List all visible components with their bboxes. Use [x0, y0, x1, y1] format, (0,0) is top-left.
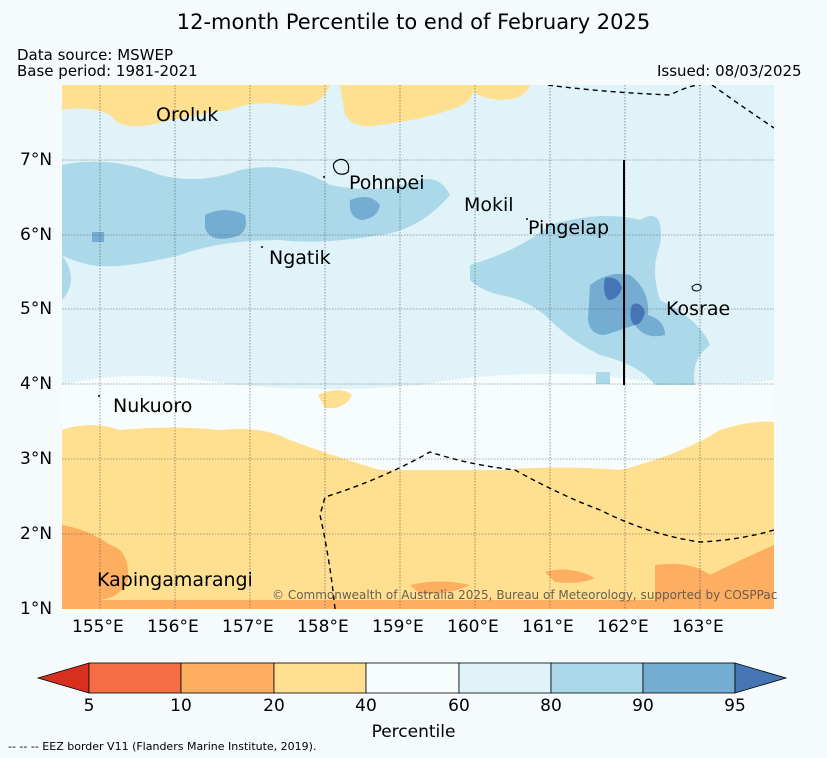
label-mokil: Mokil [464, 194, 514, 216]
base-period: Base period: 1981-2021 [17, 62, 198, 80]
colorbar-tick: 80 [540, 696, 562, 716]
label-kapingamarangi: Kapingamarangi [97, 569, 253, 591]
lat-tick: 2°N [20, 524, 53, 544]
lat-tick: 5°N [20, 299, 53, 319]
colorbar-tick: 5 [83, 696, 95, 716]
colorbar-5-10 [88, 662, 182, 694]
label-pingelap: Pingelap [528, 217, 610, 239]
eez-footnote: -- -- -- EEZ border V11 (Flanders Marine… [8, 740, 317, 753]
colorbar-80-90 [550, 662, 644, 694]
colorbar-10-20 [180, 662, 275, 694]
colorbar-tick: 60 [448, 696, 470, 716]
colorbar-gt95 [734, 662, 788, 694]
colorbar-tick: 40 [355, 696, 377, 716]
lon-tick: 161°E [522, 617, 574, 637]
lon-tick: 158°E [297, 617, 349, 637]
colorbar-tick: 95 [724, 696, 746, 716]
label-nukuoro: Nukuoro [113, 395, 193, 417]
colorbar [36, 662, 788, 694]
lat-tick: 4°N [20, 374, 53, 394]
colorbar-lt5 [36, 662, 90, 694]
eez-border [319, 85, 774, 609]
lon-tick: 160°E [447, 617, 499, 637]
lat-tick: 6°N [20, 225, 53, 245]
colorbar-tick: 20 [263, 696, 285, 716]
lat-tick: 1°N [20, 599, 53, 619]
colorbar-90-95 [642, 662, 736, 694]
issued-date: Issued: 08/03/2025 [657, 62, 802, 80]
pohnpei-outline [332, 158, 350, 175]
label-ngatik: Ngatik [269, 247, 331, 269]
lon-tick: 162°E [597, 617, 649, 637]
lon-tick: 156°E [147, 617, 199, 637]
percentile-field [62, 85, 774, 609]
colorbar-20-40 [273, 662, 367, 694]
lon-tick: 157°E [222, 617, 274, 637]
lon-tick: 155°E [72, 617, 124, 637]
lon-tick: 163°E [672, 617, 724, 637]
label-oroluk: Oroluk [156, 104, 219, 126]
colorbar-40-60 [365, 662, 460, 694]
kosrae-outline [691, 283, 702, 292]
lat-tick: 7°N [20, 150, 53, 170]
colorbar-tick: 10 [170, 696, 192, 716]
colorbar-title: Percentile [371, 722, 456, 742]
credit-text: © Commonwealth of Australia 2025, Bureau… [272, 588, 778, 602]
colorbar-60-80 [458, 662, 552, 694]
colorbar-tick: 90 [632, 696, 654, 716]
label-kosrae: Kosrae [666, 298, 731, 320]
map-title: 12-month Percentile to end of February 2… [176, 10, 651, 34]
data-source: Data source: MSWEP [17, 46, 174, 64]
label-pohnpei: Pohnpei [349, 172, 425, 194]
lon-tick: 159°E [372, 617, 424, 637]
lat-tick: 3°N [20, 449, 53, 469]
